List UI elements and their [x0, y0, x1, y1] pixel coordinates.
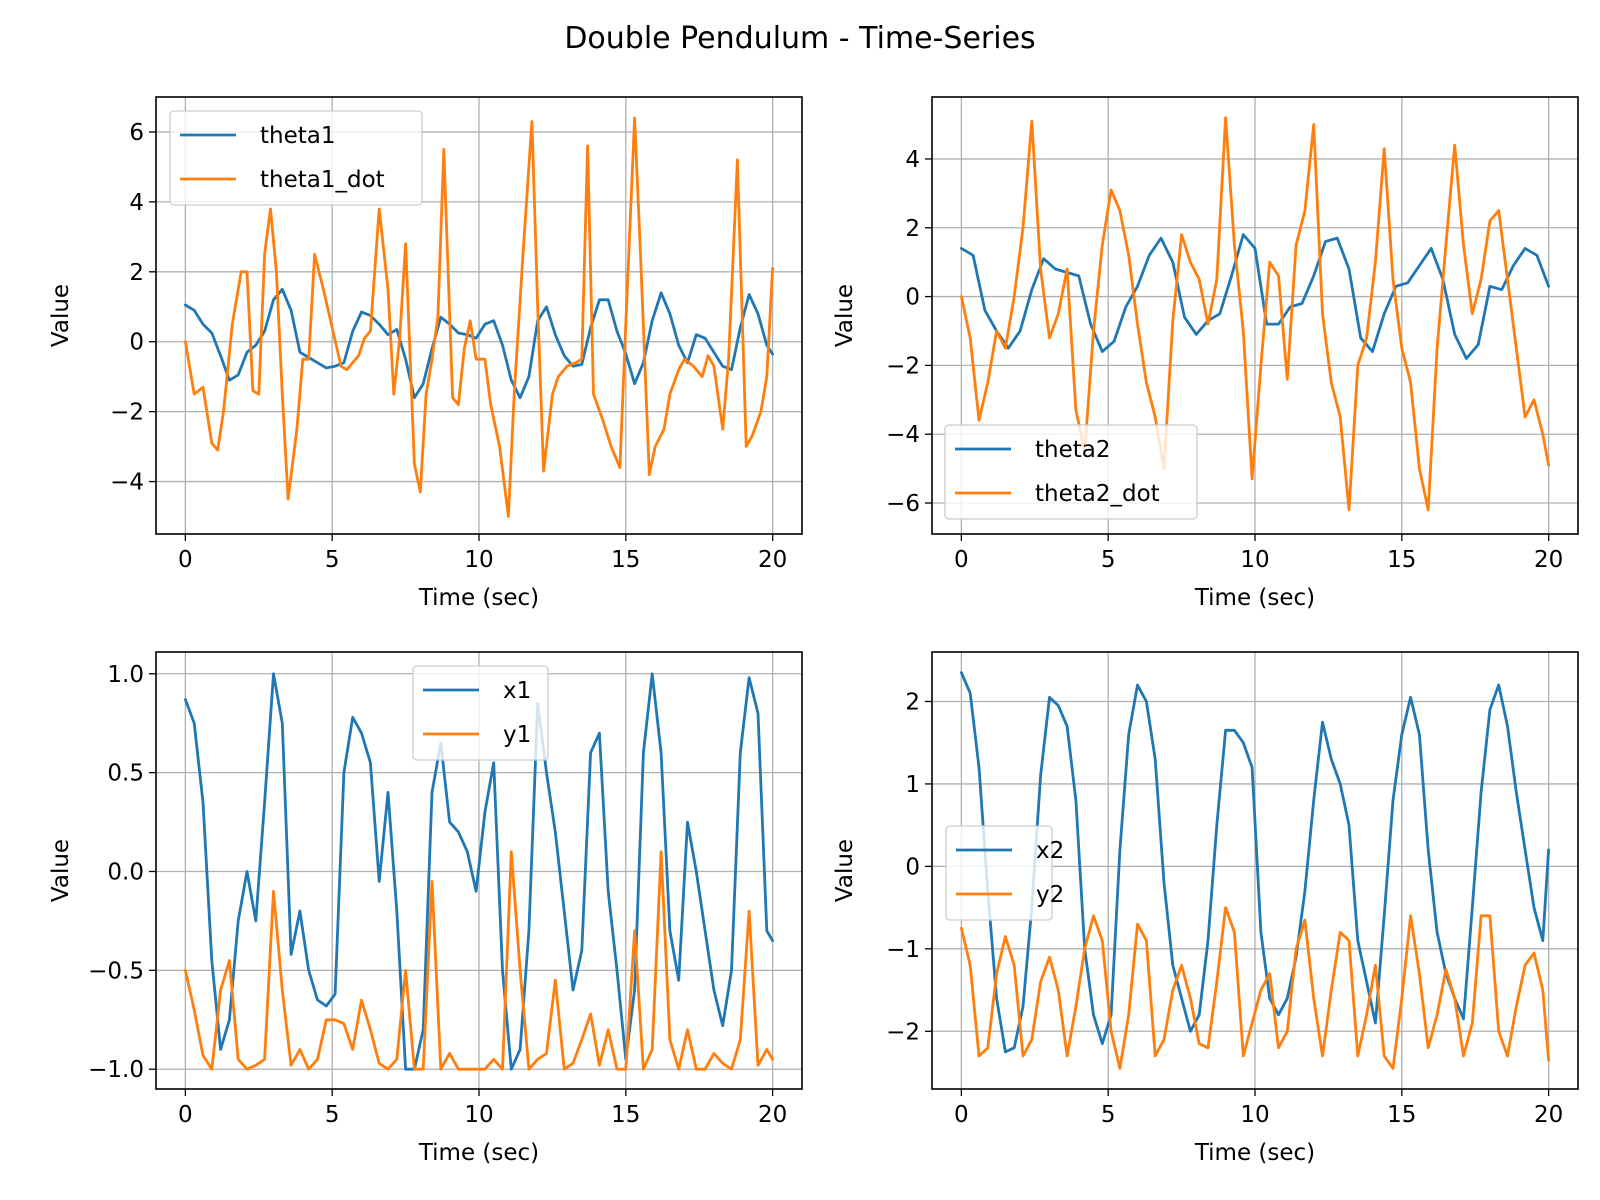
x-tick-label: 10 — [464, 547, 493, 573]
y-tick-label: −0.5 — [88, 958, 144, 984]
y-tick-label: −1 — [886, 937, 920, 963]
x-axis-label: Time (sec) — [418, 1140, 539, 1166]
y-axis-label: Value — [832, 839, 858, 902]
y-tick-label: 1.0 — [107, 662, 144, 688]
subplot-3: 0 5 10 15 20 −1.0 −0.5 0.0 0.5 1.0 Time (sec) Value… — [48, 651, 803, 1166]
x-tick-label: 15 — [1387, 547, 1416, 573]
x-axis-label: Time (sec) — [1194, 1140, 1315, 1166]
y-tick-label: −4 — [110, 470, 144, 496]
x-tick-label: 0 — [178, 547, 193, 573]
y-tick-label: 0 — [905, 285, 920, 311]
legend-label-theta1: theta1 — [260, 123, 336, 149]
legend-label-y2: y2 — [1036, 882, 1064, 908]
y-tick-label: 2 — [129, 260, 144, 286]
y-axis-label: Value — [832, 284, 858, 347]
series-line-theta1 — [184, 287, 774, 400]
legend: theta1 theta1_dot — [169, 110, 423, 206]
y-tick-label: 1 — [905, 772, 920, 798]
x-tick-label: 20 — [1534, 1102, 1563, 1128]
series-line-x1 — [184, 672, 774, 1071]
y-tick-label: −2 — [110, 400, 144, 426]
y-tick-label: −2 — [886, 1019, 920, 1045]
y-tick-label: 0.5 — [107, 761, 144, 787]
x-tick-label: 5 — [325, 547, 340, 573]
x-axis-label: Time (sec) — [1194, 585, 1315, 611]
series-line-theta2-dot — [960, 116, 1550, 512]
x-tick-label: 15 — [611, 547, 640, 573]
legend-label-theta2-dot: theta2_dot — [1035, 481, 1160, 507]
y-axis-label: Value — [48, 284, 74, 347]
x-tick-label: 20 — [758, 1102, 787, 1128]
y-axis-label: Value — [48, 839, 74, 902]
series-line-theta2 — [960, 233, 1550, 360]
y-tick-label: 0 — [905, 854, 920, 880]
x-tick-label: 20 — [1534, 547, 1563, 573]
x-tick-label: 20 — [758, 547, 787, 573]
y-tick-label: −2 — [886, 353, 920, 379]
legend-label-theta1-dot: theta1_dot — [260, 167, 385, 193]
y-tick-label: 6 — [129, 120, 144, 146]
legend-label-theta2: theta2 — [1035, 437, 1111, 463]
series-line-y1 — [184, 850, 774, 1071]
subplot-4: 0 5 10 15 20 −2 −1 0 1 2 Time (sec) Value x2 y2 — [832, 651, 1579, 1166]
legend-label-x2: x2 — [1036, 838, 1064, 864]
series-line-theta1-dot — [184, 116, 774, 518]
x-tick-label: 10 — [464, 1102, 493, 1128]
x-axis-label: Time (sec) — [418, 585, 539, 611]
x-tick-label: 5 — [1101, 547, 1116, 573]
x-tick-label: 5 — [1101, 1102, 1116, 1128]
y-tick-label: 2 — [905, 216, 920, 242]
legend: x1 y1 — [412, 665, 549, 761]
y-tick-label: −1.0 — [88, 1057, 144, 1083]
y-tick-label: 2 — [905, 689, 920, 715]
y-tick-label: 0.0 — [107, 859, 144, 885]
y-tick-label: −6 — [886, 491, 920, 517]
x-tick-label: 10 — [1240, 1102, 1269, 1128]
y-tick-label: 4 — [129, 190, 144, 216]
x-tick-label: 15 — [1387, 1102, 1416, 1128]
x-tick-label: 0 — [178, 1102, 193, 1128]
legend-label-x1: x1 — [503, 678, 531, 704]
y-tick-label: −4 — [886, 422, 920, 448]
legend-label-y1: y1 — [503, 722, 531, 748]
x-tick-label: 0 — [954, 547, 969, 573]
figure-title: Double Pendulum - Time-Series — [564, 21, 1035, 56]
legend: theta2 theta2_dot — [944, 424, 1198, 520]
y-tick-label: 0 — [129, 330, 144, 356]
x-tick-label: 0 — [954, 1102, 969, 1128]
x-tick-label: 15 — [611, 1102, 640, 1128]
legend: x2 y2 — [945, 825, 1064, 921]
x-tick-label: 10 — [1240, 547, 1269, 573]
x-tick-label: 5 — [325, 1102, 340, 1128]
y-tick-label: 4 — [905, 147, 920, 173]
series-line-y2 — [960, 906, 1550, 1070]
